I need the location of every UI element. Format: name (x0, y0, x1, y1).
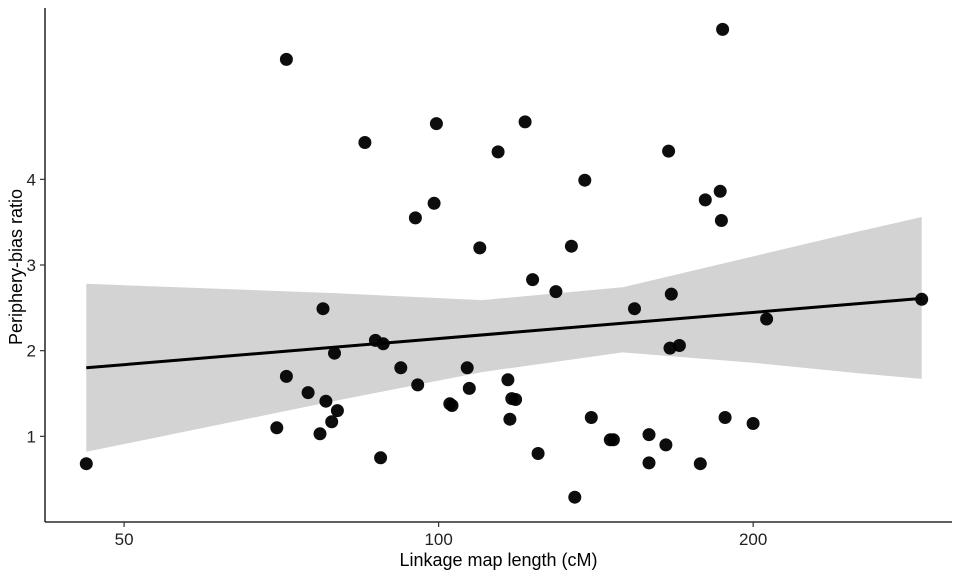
data-point (325, 415, 339, 429)
data-point (330, 404, 344, 418)
data-point (698, 193, 712, 207)
data-points (79, 22, 929, 504)
y-ticks: 1 2 3 4 (27, 170, 45, 446)
data-point (279, 369, 293, 383)
trend-line (86, 296, 922, 370)
data-point (376, 337, 390, 351)
data-point (716, 22, 730, 36)
data-point (491, 145, 505, 159)
data-point (714, 214, 728, 227)
data-point (584, 411, 598, 424)
data-point (578, 173, 592, 187)
y-tick-label: 1 (27, 427, 36, 446)
x-tick-label: 200 (739, 530, 767, 549)
data-point (662, 144, 676, 158)
data-point (79, 457, 93, 471)
data-point (279, 52, 293, 66)
data-point (374, 451, 388, 465)
data-point (693, 457, 707, 471)
data-point (713, 184, 727, 198)
data-point (408, 211, 422, 225)
data-point (460, 361, 474, 375)
data-point (672, 339, 686, 352)
data-point (549, 285, 563, 299)
y-tick-label: 4 (27, 170, 36, 189)
data-point (394, 361, 408, 375)
data-point (531, 447, 545, 460)
data-point (411, 378, 425, 392)
data-point (462, 381, 476, 395)
data-point (445, 399, 459, 412)
data-point (319, 394, 333, 408)
data-point (328, 346, 341, 360)
data-point (526, 273, 540, 287)
y-tick-label: 2 (27, 342, 36, 361)
data-point (358, 136, 372, 149)
y-tick-label: 3 (27, 256, 36, 275)
data-point (718, 411, 732, 424)
data-point (301, 386, 315, 400)
data-point (564, 239, 578, 253)
data-point (568, 490, 582, 504)
data-point (915, 292, 929, 306)
x-ticks: 50 100 200 (115, 522, 767, 549)
data-point (642, 428, 656, 442)
data-point (606, 433, 620, 447)
data-point (501, 373, 515, 387)
data-point (429, 117, 443, 131)
x-tick-label: 100 (424, 530, 452, 549)
data-point (746, 417, 760, 430)
data-point (760, 312, 774, 326)
x-tick-label: 50 (115, 530, 134, 549)
data-point (503, 412, 517, 426)
y-axis-title: Periphery-bias ratio (6, 189, 26, 345)
data-point (270, 421, 284, 435)
data-point (316, 302, 330, 316)
data-point (642, 456, 656, 470)
data-point (659, 438, 673, 452)
data-point (628, 302, 641, 316)
data-point (518, 115, 532, 129)
data-point (473, 241, 487, 255)
x-axis-title: Linkage map length (cM) (399, 550, 597, 570)
data-point (427, 196, 441, 210)
data-point (509, 393, 523, 406)
data-point (313, 427, 327, 441)
data-point (664, 287, 678, 301)
